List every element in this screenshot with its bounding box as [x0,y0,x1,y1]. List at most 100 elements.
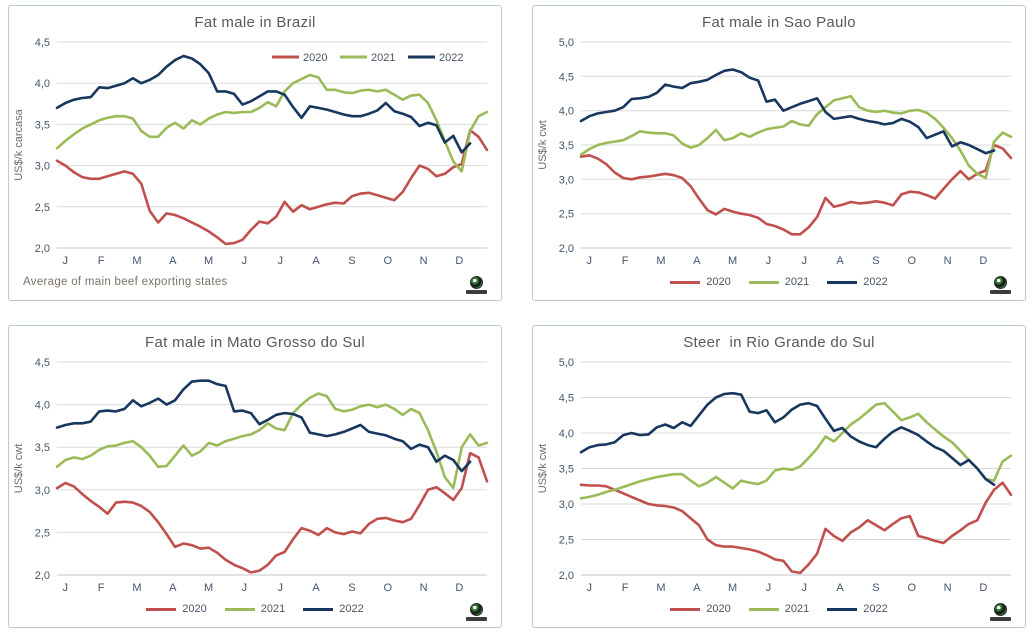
x-tick-label: J [242,582,248,594]
series-2022-line [55,54,472,154]
globe-logo-icon [465,276,487,294]
chart-footer: 2020 2021 2022 [533,272,1025,300]
x-tick-label: J [63,255,69,267]
line-chart-rio-grande: 5,0 4,5 4,0 3,5 3,0 2,5 2,0 J F M A M J J A S O N D US$/k c… [537,357,1013,594]
x-tick-label: D [979,255,987,267]
series-2021-line [55,73,489,173]
x-tick-label: A [312,582,320,594]
y-tick-label: 4,0 [35,78,50,90]
line-chart-sao-paulo: 5,0 4,5 4,0 3,5 3,0 2,5 2,0 J F M A M J J A S O N D US$/k c… [537,37,1013,267]
legend-swatch-2020 [146,607,177,611]
x-tick-label: N [944,582,952,594]
chart-legend: 2020 2021 2022 [146,603,364,615]
y-tick-label: 2,5 [559,535,574,547]
x-tick-label: J [63,582,69,594]
x-tick-label: A [169,255,177,267]
y-tick-label: 2,0 [35,243,50,255]
y-tick-label: 4,5 [559,71,574,83]
y-tick-label: 5,0 [559,357,574,369]
chart-panel-sao-paulo: Fat male in Sao Paulo 5,0 4,5 4,0 3,5 3,0 2,5… [532,5,1026,301]
legend-item: 2022 [303,603,364,615]
y-tick-label: 3,0 [559,174,574,186]
y-axis-title: US$/k cwt [13,444,25,494]
x-tick-label: M [132,255,141,267]
y-tick-label: 3,5 [35,442,50,454]
x-tick-label: D [979,582,987,594]
series-2020-line [579,143,1013,236]
y-axis-title: US$/k carcasa [13,108,25,180]
y-tick-label: 3,0 [35,485,50,497]
series-2022-line [579,68,996,155]
x-tick-label: J [766,255,772,267]
series-2022-line [55,379,472,473]
x-tick-label: J [587,255,593,267]
chart-panel-mato-grosso: Fat male in Mato Grosso do Sul 4,5 4,0 3,5… [8,325,502,628]
chart-panel-brazil: Fat male in Brazil 4,5 4,0 3,5 3,0 2,5 2,0 J F M… [8,5,502,301]
x-tick-label: D [455,255,463,267]
chart-footer: 2020 2021 2022 [533,599,1025,627]
x-tick-label: M [656,582,665,594]
legend-swatch-2020 [670,280,701,284]
x-tick-label: S [348,255,355,267]
x-tick-label: M [728,255,737,267]
chart-footnote: Average of main beef exporting states [23,276,228,288]
chart-title: Steer in Rio Grande do Sul [683,334,875,351]
chart-legend: 2020 2021 2022 [670,603,888,615]
y-tick-label: 2,5 [35,202,50,214]
x-tick-label: M [656,255,665,267]
y-tick-label: 4,0 [559,428,574,440]
legend-label: 2020 [706,603,731,615]
legend-label: 2022 [339,603,364,615]
chart-title: Fat male in Sao Paulo [702,14,856,31]
legend-item: 2022 [827,603,888,615]
x-tick-label: N [944,255,952,267]
x-tick-label: S [872,255,879,267]
y-tick-label: 2,0 [35,570,50,582]
legend-swatch-2020 [670,607,701,611]
legend-swatch-2022 [827,607,858,611]
series-2021-line [55,392,489,490]
chart-footer: Average of main beef exporting states [9,272,501,300]
x-tick-label: O [384,582,393,594]
legend-swatch-2022 [303,607,334,611]
x-tick-label: M [132,582,141,594]
legend-label: 2021 [784,603,810,615]
chart-legend: 2020 2021 2022 [670,276,888,288]
y-axis-title: US$/k cwt [537,120,549,170]
x-tick-label: J [802,255,808,267]
y-tick-label: 2,5 [559,209,574,221]
x-tick-label: J [802,582,808,594]
series-2021-line [579,401,1013,500]
globe-logo-icon [989,276,1011,294]
x-tick-label: O [384,255,393,267]
y-tick-label: 2,0 [559,570,574,582]
legend-item: 2022 [827,276,888,288]
legend-label: 2021 [260,603,286,615]
x-tick-label: F [622,255,629,267]
y-tick-label: 2,5 [35,527,50,539]
x-tick-label: O [908,255,917,267]
y-tick-label: 5,0 [559,37,574,49]
legend-item: 2021 [748,603,810,615]
chart-panel-rio-grande: Steer in Rio Grande do Sul 5,0 4,5 4,0 3,5 3… [532,325,1026,628]
legend-item: 2021 [224,603,286,615]
globe-logo-icon [989,603,1011,621]
x-tick-label: F [98,255,105,267]
y-tick-label: 2,0 [559,243,574,255]
series-2020-line [55,128,489,246]
x-tick-label: A [693,582,701,594]
globe-logo-icon [465,603,487,621]
x-tick-label: A [693,255,701,267]
legend-label: 2020 [182,603,207,615]
x-tick-label: J [242,255,248,267]
series-2022-line [579,391,996,487]
legend-label: 2022 [439,52,463,64]
x-tick-label: A [169,582,177,594]
legend-swatch-2021 [748,607,779,611]
legend-swatch-2021 [224,607,255,611]
legend-item: 2021 [748,276,809,288]
y-tick-label: 4,0 [559,106,574,118]
y-tick-label: 4,5 [35,357,50,369]
x-tick-label: J [766,582,772,594]
